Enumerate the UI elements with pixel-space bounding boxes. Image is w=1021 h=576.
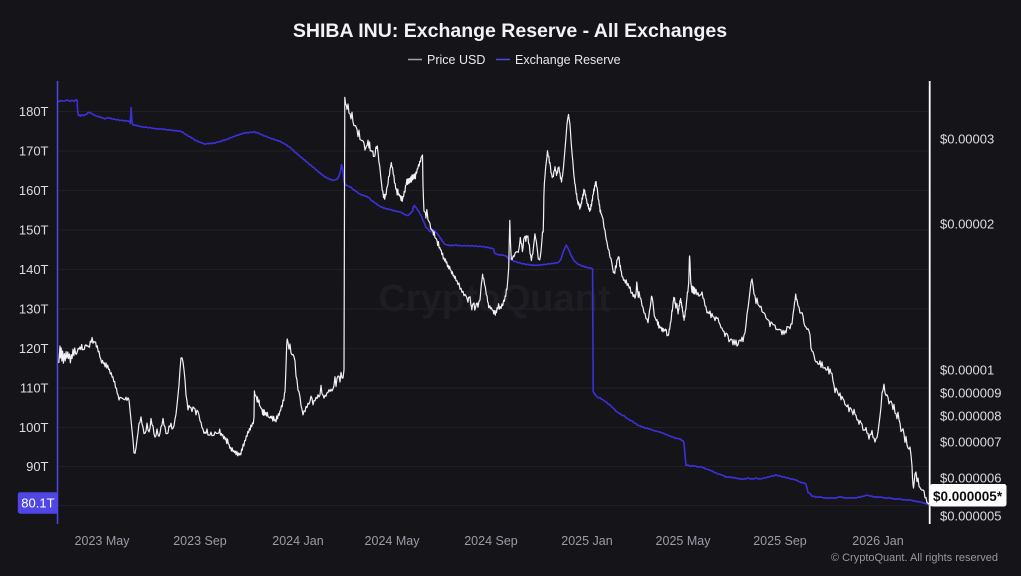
svg-text:$0.000009: $0.000009 bbox=[940, 386, 1001, 401]
svg-text:$0.000005: $0.000005 bbox=[940, 509, 1001, 524]
svg-text:170T: 170T bbox=[19, 144, 49, 159]
svg-text:2025 May: 2025 May bbox=[656, 534, 712, 548]
svg-text:Price USD: Price USD bbox=[427, 53, 485, 67]
svg-text:$0.00001: $0.00001 bbox=[940, 363, 994, 378]
svg-text:2023 Sep: 2023 Sep bbox=[173, 534, 227, 548]
svg-text:130T: 130T bbox=[19, 302, 49, 317]
svg-text:© CryptoQuant. All rights rese: © CryptoQuant. All rights reserved bbox=[831, 552, 998, 564]
svg-text:100T: 100T bbox=[19, 420, 49, 435]
svg-text:SHIBA INU: Exchange Reserve -: SHIBA INU: Exchange Reserve - All Exchan… bbox=[293, 20, 727, 42]
svg-text:2025 Sep: 2025 Sep bbox=[753, 534, 807, 548]
svg-text:140T: 140T bbox=[19, 262, 49, 277]
svg-text:$0.000006: $0.000006 bbox=[940, 471, 1001, 486]
svg-text:80.1T: 80.1T bbox=[21, 496, 54, 511]
svg-text:2026 Jan: 2026 Jan bbox=[852, 534, 903, 548]
svg-text:2024 Sep: 2024 Sep bbox=[464, 534, 518, 548]
svg-text:180T: 180T bbox=[19, 104, 49, 119]
svg-text:160T: 160T bbox=[19, 183, 49, 198]
svg-text:$0.000008: $0.000008 bbox=[940, 409, 1001, 424]
svg-text:$0.00003: $0.00003 bbox=[940, 132, 994, 147]
svg-text:110T: 110T bbox=[20, 381, 49, 396]
svg-text:150T: 150T bbox=[19, 223, 49, 238]
svg-text:Exchange Reserve: Exchange Reserve bbox=[515, 53, 621, 67]
svg-text:2023 May: 2023 May bbox=[75, 534, 131, 548]
svg-text:$0.00002: $0.00002 bbox=[940, 217, 994, 232]
svg-text:$0.000007: $0.000007 bbox=[940, 435, 1001, 450]
svg-text:2024 Jan: 2024 Jan bbox=[272, 534, 323, 548]
svg-text:90T: 90T bbox=[26, 459, 48, 474]
svg-text:2025 Jan: 2025 Jan bbox=[561, 534, 612, 548]
svg-text:$0.000005*: $0.000005* bbox=[933, 489, 1003, 504]
svg-text:2024 May: 2024 May bbox=[365, 534, 421, 548]
svg-text:120T: 120T bbox=[19, 341, 49, 356]
